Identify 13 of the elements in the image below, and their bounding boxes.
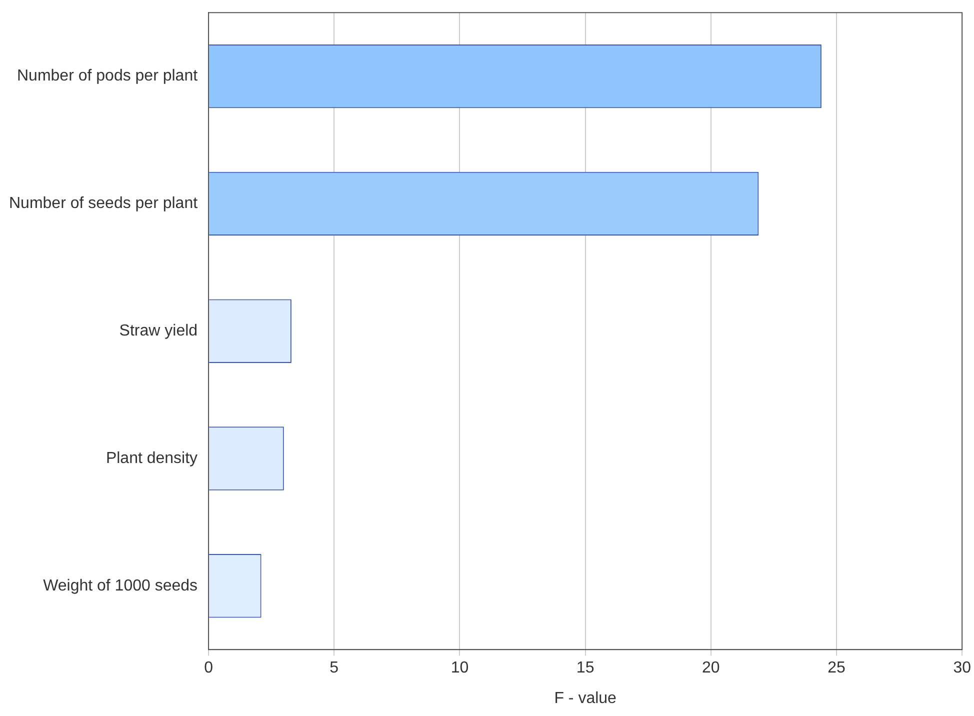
x-tick-label: 15 [576,660,594,677]
x-tick-label: 5 [330,660,339,677]
y-tick-label: Weight of 1000 seeds [43,577,198,594]
x-tick-label: 20 [702,660,720,677]
x-tick-label: 30 [953,660,972,677]
y-tick-label: Straw yield [119,322,198,340]
y-tick-label: Number of seeds per plant [9,195,198,212]
x-tick-label: 10 [450,660,469,677]
x-axis-title: F - value [554,690,617,707]
y-tick-label: Number of pods per plant [17,68,198,85]
x-tick-label: 25 [828,660,846,677]
x-tick-label: 0 [204,660,214,677]
y-tick-label: Plant density [106,450,198,467]
